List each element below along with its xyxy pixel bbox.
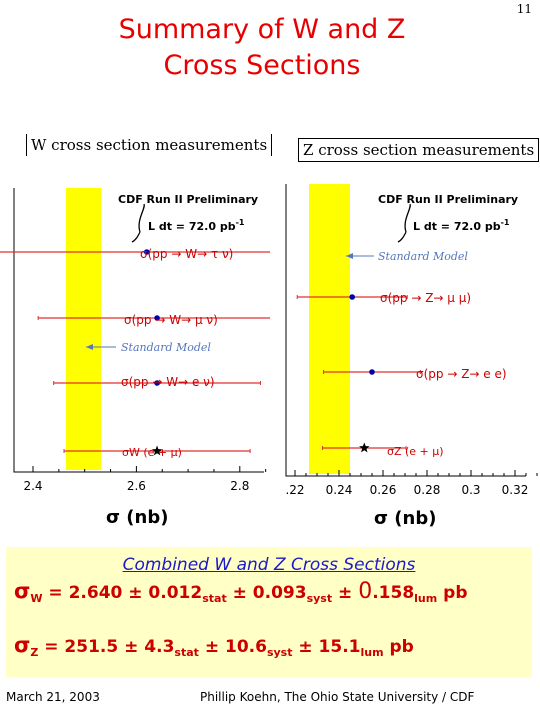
data-point: [154, 315, 160, 321]
w-mu-label: σ(pp → W→ μ ν): [124, 313, 218, 327]
z-result-syst: syst: [266, 646, 293, 659]
tick-label: 0.26: [370, 483, 397, 497]
z-sm-label: Standard Model: [378, 250, 468, 263]
w-result-unit: pb: [437, 583, 468, 603]
data-point: [143, 249, 150, 255]
w-tau-label: σ(pp → W→ τ ν): [140, 247, 233, 261]
data-point: [369, 369, 375, 375]
z-ticks: [294, 470, 538, 476]
w-ticks: [32, 466, 267, 472]
z-band: [309, 184, 350, 474]
z-comb-label: σZ (e + μ): [387, 445, 444, 458]
footer-date: March 21, 2003: [6, 690, 100, 704]
results-box: Combined W and Z Cross Sections σW = 2.6…: [6, 547, 532, 677]
z-lumi-text: L dt = 72.0 pb: [413, 220, 501, 233]
z-result-sub: Z: [30, 646, 39, 659]
z-result-syst-value: ± 10.6: [198, 637, 267, 657]
combined-title: Combined W and Z Cross Sections: [122, 555, 416, 575]
z-lumi-label: L dt = 72.0 pb-1: [413, 218, 510, 233]
w-result-lum-value: .158: [372, 583, 415, 603]
footer-author: Phillip Koehn, The Ohio State University…: [200, 690, 475, 704]
w-panel-title-text: W cross section measurements: [31, 136, 268, 154]
tick-label: 0.3: [461, 483, 480, 497]
w-result-value: = 2.640 ± 0.012: [42, 583, 203, 603]
w-points: [0, 249, 270, 456]
data-point: [349, 294, 355, 300]
w-frame: [13, 188, 264, 473]
w-result: σW = 2.640 ± 0.012stat ± 0.093syst ± 0.1…: [14, 579, 468, 605]
w-prelim-label: CDF Run II Preliminary: [118, 193, 258, 206]
tick-label: 0.32: [502, 483, 529, 497]
page-number: 11: [516, 2, 532, 16]
w-integral-sign: [131, 203, 145, 243]
w-lumi-label: L dt = 72.0 pb-1: [148, 218, 245, 233]
w-sigma: σ: [14, 579, 31, 603]
w-e-label: σ(pp → W→ e ν): [121, 375, 215, 389]
slide-title-line2: Cross Sections: [163, 50, 361, 81]
w-band: [66, 188, 101, 470]
z-frame: [285, 184, 526, 477]
w-result-lum: lum: [414, 592, 438, 605]
data-point-star: [359, 442, 370, 453]
w-comb-label: σW (e + μ): [122, 446, 182, 459]
z-cross-section-plot: .220.240.260.280.30.320.34 CDF Run II Pr…: [285, 184, 538, 529]
z-result-lum: lum: [360, 646, 384, 659]
z-prelim-label: CDF Run II Preliminary: [378, 193, 518, 206]
z-result-lum-value: ± 15.1: [292, 637, 361, 657]
tick-label: 2.8: [230, 479, 249, 493]
w-lumi-text: L dt = 72.0 pb: [148, 220, 236, 233]
slide-title-line1: Summary of W and Z: [118, 14, 406, 45]
z-e-label: σ(pp → Z→ e e): [416, 367, 507, 381]
slide-title: Summary of W and Z Cross Sections: [82, 12, 442, 84]
data-point-star: [151, 445, 163, 456]
z-points: [296, 294, 421, 453]
w-result-lum-lead: 0: [358, 579, 373, 604]
z-tick-labels: .220.240.260.280.30.320.34: [285, 483, 529, 497]
z-xlabel: σ (nb): [374, 508, 436, 529]
w-result-sub: W: [30, 592, 43, 605]
z-lumi-sup: -1: [501, 218, 510, 227]
z-panel-title-text: Z cross section measurements: [303, 141, 535, 159]
tick-label: 2.6: [127, 479, 146, 493]
w-lumi-sup: -1: [236, 218, 245, 227]
z-panel-title: Z cross section measurements: [298, 138, 540, 162]
w-sm-arrow-head: [86, 344, 93, 350]
tick-label: 2.4: [23, 479, 42, 493]
z-sigma: σ: [14, 633, 31, 657]
z-result-stat: stat: [174, 646, 199, 659]
w-sm-label: Standard Model: [121, 341, 211, 354]
z-result: σZ = 251.5 ± 4.3stat ± 10.6syst ± 15.1lu…: [14, 633, 414, 659]
w-result-stat: stat: [202, 592, 227, 605]
z-integral-sign: [397, 203, 411, 243]
tick-label: 0.24: [326, 483, 353, 497]
tick-label: 0.28: [414, 483, 441, 497]
tick-label: .22: [285, 483, 304, 497]
w-tick-labels: 2.42.62.833.23.43.6: [23, 479, 249, 493]
data-point: [154, 380, 160, 386]
w-panel-title: W cross section measurements: [26, 134, 273, 156]
w-result-pm: ±: [332, 583, 359, 603]
z-result-value: = 251.5 ± 4.3: [38, 637, 175, 657]
w-result-syst: syst: [306, 592, 333, 605]
z-mu-label: σ(pp → Z→ μ μ): [380, 291, 471, 305]
w-cross-section-plot: 2.42.62.833.23.43.6 CDF Run II Prelimina…: [0, 188, 270, 528]
z-result-unit: pb: [383, 637, 414, 657]
w-xlabel: σ (nb): [106, 507, 168, 528]
z-sm-arrow-head: [346, 253, 353, 259]
w-result-syst-value: ± 0.093: [226, 583, 307, 603]
